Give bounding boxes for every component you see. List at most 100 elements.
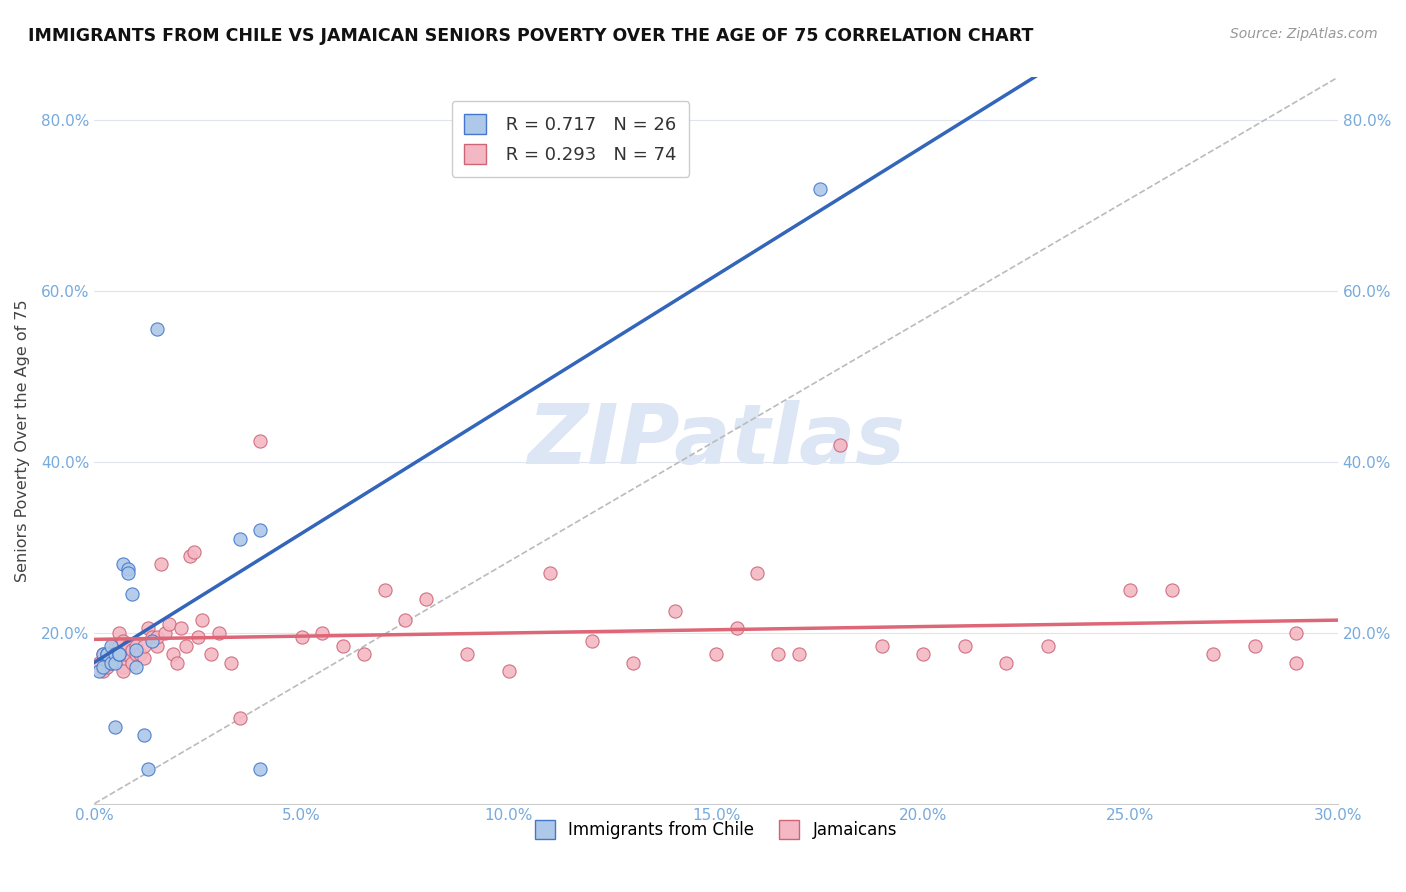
- Point: [830, 438, 852, 452]
- Point: [621, 656, 644, 670]
- Point: [100, 639, 122, 653]
- Point: [174, 639, 197, 653]
- Point: [96, 660, 118, 674]
- Point: [228, 711, 250, 725]
- Point: [145, 630, 167, 644]
- Point: [117, 647, 139, 661]
- Point: [104, 639, 127, 653]
- Point: [200, 647, 222, 661]
- Point: [125, 639, 148, 653]
- Point: [96, 647, 118, 661]
- Point: [162, 647, 184, 661]
- Point: [953, 639, 976, 653]
- Point: [138, 763, 160, 777]
- Point: [664, 604, 686, 618]
- Point: [117, 562, 139, 576]
- Point: [117, 639, 139, 653]
- Point: [166, 656, 188, 670]
- Text: ZIPatlas: ZIPatlas: [527, 400, 905, 481]
- Point: [394, 613, 416, 627]
- Point: [870, 639, 893, 653]
- Point: [1036, 639, 1059, 653]
- Point: [112, 660, 135, 674]
- Point: [747, 566, 769, 580]
- Point: [787, 647, 810, 661]
- Point: [138, 622, 160, 636]
- Point: [498, 664, 520, 678]
- Point: [208, 625, 231, 640]
- Text: Source: ZipAtlas.com: Source: ZipAtlas.com: [1230, 27, 1378, 41]
- Point: [104, 643, 127, 657]
- Point: [112, 634, 135, 648]
- Text: IMMIGRANTS FROM CHILE VS JAMAICAN SENIORS POVERTY OVER THE AGE OF 75 CORRELATION: IMMIGRANTS FROM CHILE VS JAMAICAN SENIOR…: [28, 27, 1033, 45]
- Point: [145, 639, 167, 653]
- Point: [187, 630, 209, 644]
- Point: [1243, 639, 1265, 653]
- Point: [108, 625, 131, 640]
- Point: [104, 656, 127, 670]
- Point: [581, 634, 603, 648]
- Point: [125, 643, 148, 657]
- Point: [100, 647, 122, 661]
- Point: [538, 566, 561, 580]
- Point: [1160, 582, 1182, 597]
- Point: [96, 647, 118, 661]
- Point: [112, 664, 135, 678]
- Point: [141, 630, 163, 644]
- Point: [87, 664, 110, 678]
- Point: [100, 656, 122, 670]
- Point: [219, 656, 242, 670]
- Point: [108, 647, 131, 661]
- Point: [91, 647, 114, 661]
- Legend:  R = 0.717   N = 26,  R = 0.293   N = 74: R = 0.717 N = 26, R = 0.293 N = 74: [451, 101, 689, 177]
- Point: [145, 322, 167, 336]
- Point: [353, 647, 375, 661]
- Point: [766, 647, 789, 661]
- Point: [117, 566, 139, 580]
- Point: [704, 647, 727, 661]
- Point: [141, 634, 163, 648]
- Point: [91, 647, 114, 661]
- Point: [91, 660, 114, 674]
- Point: [725, 622, 748, 636]
- Point: [125, 660, 148, 674]
- Point: [134, 728, 156, 742]
- Point: [1285, 656, 1308, 670]
- Point: [108, 647, 131, 661]
- Point: [374, 582, 396, 597]
- Point: [170, 622, 193, 636]
- Point: [96, 647, 118, 661]
- Point: [249, 763, 271, 777]
- Point: [125, 647, 148, 661]
- Point: [108, 647, 131, 661]
- Point: [134, 651, 156, 665]
- Point: [149, 558, 172, 572]
- Point: [291, 630, 314, 644]
- Point: [249, 523, 271, 537]
- Point: [91, 664, 114, 678]
- Point: [415, 591, 437, 606]
- Point: [456, 647, 478, 661]
- Point: [179, 549, 201, 563]
- Point: [121, 643, 143, 657]
- Point: [808, 181, 831, 195]
- Point: [912, 647, 935, 661]
- Point: [1202, 647, 1225, 661]
- Y-axis label: Seniors Poverty Over the Age of 75: Seniors Poverty Over the Age of 75: [15, 299, 30, 582]
- Point: [121, 656, 143, 670]
- Point: [153, 625, 176, 640]
- Point: [332, 639, 354, 653]
- Point: [104, 720, 127, 734]
- Point: [134, 639, 156, 653]
- Point: [183, 544, 205, 558]
- Point: [112, 558, 135, 572]
- Point: [249, 434, 271, 448]
- Point: [108, 639, 131, 653]
- Point: [121, 587, 143, 601]
- Point: [104, 647, 127, 661]
- Point: [1119, 582, 1142, 597]
- Point: [228, 532, 250, 546]
- Point: [87, 656, 110, 670]
- Point: [129, 647, 152, 661]
- Point: [100, 656, 122, 670]
